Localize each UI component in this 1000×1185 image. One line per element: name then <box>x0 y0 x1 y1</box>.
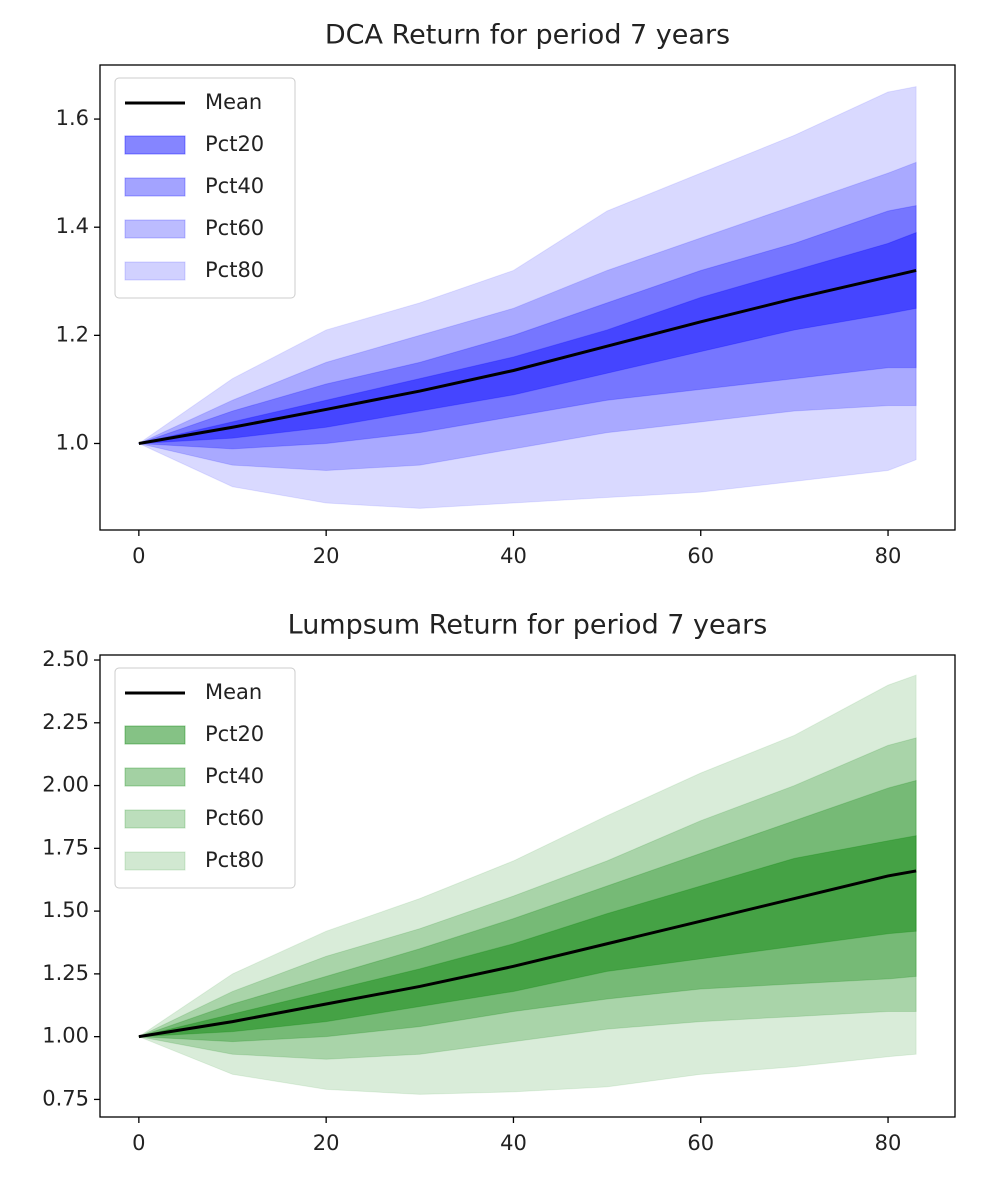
y-tick-label: 2.50 <box>42 647 89 671</box>
y-tick-label: 1.0 <box>56 430 89 454</box>
legend-patch <box>124 177 186 197</box>
y-tick-label: 1.6 <box>56 106 89 130</box>
chart-title: DCA Return for period 7 years <box>325 20 730 51</box>
legend-label: Mean <box>205 90 262 114</box>
percentile-band <box>137 737 917 1060</box>
percentile-band <box>138 835 917 1038</box>
x-tick-label: 80 <box>875 544 902 568</box>
axes-frame <box>99 64 956 531</box>
x-tick-label: 40 <box>500 544 527 568</box>
y-tick-label: 2.25 <box>42 710 89 734</box>
legend-box <box>114 667 296 889</box>
legend-box <box>114 77 296 299</box>
legend-label: Pct40 <box>205 764 264 788</box>
x-tick-label: 20 <box>313 544 340 568</box>
legend-label: Mean <box>205 680 262 704</box>
y-tick-label: 0.75 <box>42 1086 89 1110</box>
y-tick-label: 1.25 <box>42 961 89 985</box>
y-tick-label: 1.50 <box>42 898 89 922</box>
x-tick-label: 20 <box>313 1131 340 1155</box>
y-tick-label: 1.4 <box>56 214 89 238</box>
x-tick-label: 40 <box>500 1131 527 1155</box>
legend-label: Pct60 <box>205 806 264 830</box>
axes-frame <box>99 654 956 1118</box>
mean-line <box>138 269 917 445</box>
legend-patch <box>124 135 186 155</box>
x-tick-label: 60 <box>687 544 714 568</box>
legend-label: Pct20 <box>205 722 264 746</box>
x-tick-label: 80 <box>875 1131 902 1155</box>
percentile-band <box>138 779 917 1043</box>
x-tick-label: 60 <box>687 1131 714 1155</box>
legend-label: Pct80 <box>205 258 264 282</box>
y-tick-label: 1.00 <box>42 1024 89 1048</box>
y-tick-label: 1.75 <box>42 835 89 859</box>
percentile-band <box>137 86 917 509</box>
x-tick-label: 0 <box>132 544 145 568</box>
legend-label: Pct60 <box>205 216 264 240</box>
x-tick-label: 0 <box>132 1131 145 1155</box>
percentile-band <box>138 204 917 450</box>
legend-patch <box>124 219 186 239</box>
y-tick-label: 1.2 <box>56 322 89 346</box>
legend-patch <box>124 809 186 829</box>
legend-patch <box>124 261 186 281</box>
legend-label: Pct40 <box>205 174 264 198</box>
legend-label: Pct20 <box>205 132 264 156</box>
percentile-band <box>137 161 917 472</box>
legend-patch <box>124 725 186 745</box>
percentile-band <box>137 674 917 1095</box>
chart-title: Lumpsum Return for period 7 years <box>288 610 768 641</box>
y-tick-label: 2.00 <box>42 773 89 797</box>
mean-line <box>138 869 917 1039</box>
legend-patch <box>124 851 186 871</box>
legend-patch <box>124 767 186 787</box>
legend-label: Pct80 <box>205 848 264 872</box>
